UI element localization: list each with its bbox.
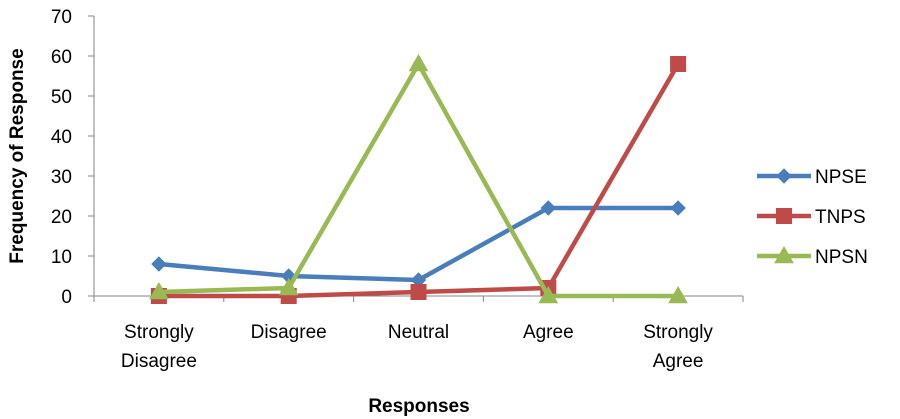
series-tnps <box>150 56 687 304</box>
legend-label-npse: NPSE <box>815 167 867 188</box>
series-npsn <box>149 53 688 304</box>
y-tick-label: 0 <box>61 287 72 308</box>
data-point-npse <box>670 200 686 216</box>
series-npse <box>151 200 686 288</box>
legend-item-tnps: TNPS <box>757 207 866 228</box>
x-tick-label: Strongly Disagree <box>121 322 197 372</box>
legend-label-tnps: TNPS <box>815 207 866 228</box>
x-tick-label-line: Disagree <box>251 322 327 343</box>
data-point-npse <box>151 256 167 272</box>
axes: 0 10 20 30 40 50 60 70 Strongly Disagree Disagree N… <box>51 7 744 372</box>
x-tick-label: Strongly Agree <box>643 322 713 372</box>
data-point-tnps <box>670 56 687 72</box>
x-tick-label: Agree <box>523 322 574 343</box>
legend-marker-tnps <box>776 208 792 224</box>
legend-label-npsn: NPSN <box>815 247 868 268</box>
series-line-npsn <box>156 61 681 299</box>
legend-marker-npse <box>776 168 792 184</box>
x-tick-label-line: Neutral <box>388 322 449 343</box>
legend-marker-npsn <box>774 245 794 264</box>
y-tick-label: 60 <box>51 47 72 68</box>
data-point-npsn <box>149 281 169 300</box>
data-point-npsn <box>408 53 429 72</box>
x-tick-label-line: Disagree <box>121 351 197 372</box>
y-tick-label: 50 <box>51 87 72 108</box>
legend: NPSE TNPS NPSN <box>757 167 868 268</box>
y-tick-label: 40 <box>51 127 72 148</box>
y-tick-label: 70 <box>51 7 72 28</box>
data-point-npsn <box>538 285 559 304</box>
series-line-tnps <box>156 61 681 299</box>
x-tick-label-line: Strongly <box>124 322 194 343</box>
x-tick-label: Neutral <box>388 322 449 343</box>
data-point-tnps <box>410 284 427 300</box>
x-tick-label-line: Agree <box>653 351 704 372</box>
x-tick-label: Disagree <box>251 322 327 343</box>
y-tick-label: 30 <box>51 167 72 188</box>
y-tick-label: 10 <box>51 247 72 268</box>
series-line-npse <box>156 205 681 283</box>
y-tick-label: 20 <box>51 207 72 228</box>
data-point-npsn <box>668 285 688 304</box>
y-axis-title: Frequency of Response <box>7 48 28 263</box>
legend-item-npsn: NPSN <box>757 245 868 268</box>
x-tick-label-line: Strongly <box>643 322 713 343</box>
legend-item-npse: NPSE <box>757 167 867 188</box>
data-point-npse <box>540 200 557 216</box>
x-tick-label-line: Agree <box>523 322 574 343</box>
series-layer <box>149 53 688 304</box>
x-axis-title: Responses <box>368 396 469 417</box>
data-point-npsn <box>278 277 299 296</box>
